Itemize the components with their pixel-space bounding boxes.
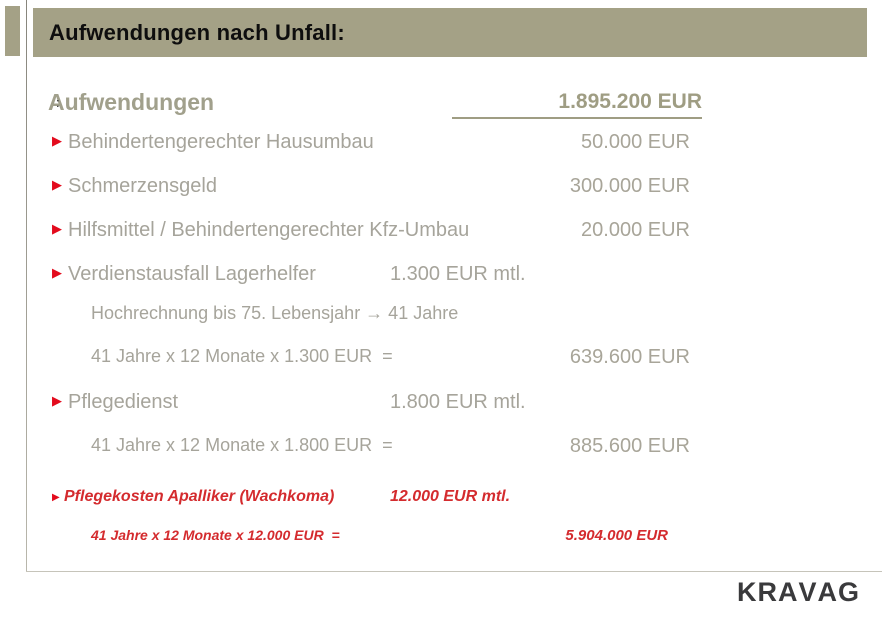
calculation-formula: 41 Jahre x 12 Monate x 1.300 EUR = (91, 346, 393, 366)
triangle-right-bullet-icon: ▶ (52, 133, 62, 148)
expense-row: ▶ Pflegedienst 1.800 EUR mtl. (0, 391, 882, 417)
expense-value: 50.000 EUR (581, 131, 690, 153)
logo-text-post: AG (817, 577, 861, 607)
calculation-formula: 41 Jahre x 12 Monate x 12.000 EUR = (91, 527, 340, 543)
triangle-right-bullet-icon: ▶ (52, 177, 62, 192)
logo-letter-v: V (799, 577, 818, 608)
expense-monthly-value: 12.000 EUR mtl. (390, 488, 511, 505)
expense-value: 885.600 EUR (569, 435, 690, 457)
footer-border-line (26, 571, 882, 572)
expense-monthly-value: 1.800 EUR mtl. (390, 391, 526, 413)
expense-row: ▶ Behindertengerechter Hausumbau 50.000 … (0, 131, 882, 157)
expense-subrow-highlight: 41 Jahre x 12 Monate x 12.000 EUR = 5.90… (0, 527, 882, 553)
header-accent-block (5, 6, 20, 56)
calculation-formula: 41 Jahre x 12 Monate x 1.800 EUR = (91, 435, 393, 455)
expense-row: ▶ Schmerzensgeld 300.000 EUR (0, 175, 882, 201)
calculation-note: Hochrechnung bis 75. Lebensjahr → 41 Jah… (91, 303, 459, 323)
summary-total-value: 1.895.200 EUR (452, 90, 702, 119)
left-border-line (26, 0, 27, 572)
triangle-right-bullet-icon: ▶ (52, 492, 60, 503)
expense-subrow: Hochrechnung bis 75. Lebensjahr → 41 Jah… (0, 303, 882, 329)
logo-text-pre: KRA (737, 577, 799, 607)
expense-subrow: 41 Jahre x 12 Monate x 1.800 EUR = 885.6… (0, 435, 882, 461)
expense-value: 5.904.000 EUR (565, 527, 668, 544)
expense-label: Schmerzensgeld (68, 175, 217, 197)
expense-value: 20.000 EUR (581, 219, 690, 241)
triangle-right-bullet-icon: ▶ (52, 265, 62, 280)
slide-header-bar: Aufwendungen nach Unfall: (33, 8, 867, 57)
expense-value: 300.000 EUR (569, 175, 690, 197)
expense-row: ▶ Hilfsmittel / Behindertengerechter Kfz… (0, 219, 882, 245)
slide-header-title: Aufwendungen nach Unfall: (49, 20, 345, 45)
triangle-right-bullet-icon: ▶ (52, 221, 62, 236)
expense-label: Pflegedienst (68, 391, 179, 413)
expense-row-highlight: ▶ Pflegekosten Apalliker (Wachkoma) 12.0… (0, 488, 882, 514)
expense-label: Behindertengerechter Hausumbau (68, 131, 374, 153)
expense-row: ▶ Verdienstausfall Lagerhelfer 1.300 EUR… (0, 263, 882, 289)
expense-value: 639.600 EUR (569, 346, 690, 368)
summary-title: Aufwendungen (48, 89, 215, 115)
expense-subrow: 41 Jahre x 12 Monate x 1.300 EUR = 639.6… (0, 346, 882, 372)
triangle-right-bullet-icon: ▶ (52, 393, 62, 408)
expense-label: Pflegekosten Apalliker (Wachkoma) (64, 488, 335, 505)
kravag-logo: KRA V AG (737, 577, 860, 608)
expense-monthly-value: 1.300 EUR mtl. (390, 263, 526, 285)
text-cursor-artifact: : (56, 95, 60, 110)
expense-label: Verdienstausfall Lagerhelfer (68, 263, 316, 285)
expense-label: Hilfsmittel / Behindertengerechter Kfz-U… (68, 219, 470, 241)
